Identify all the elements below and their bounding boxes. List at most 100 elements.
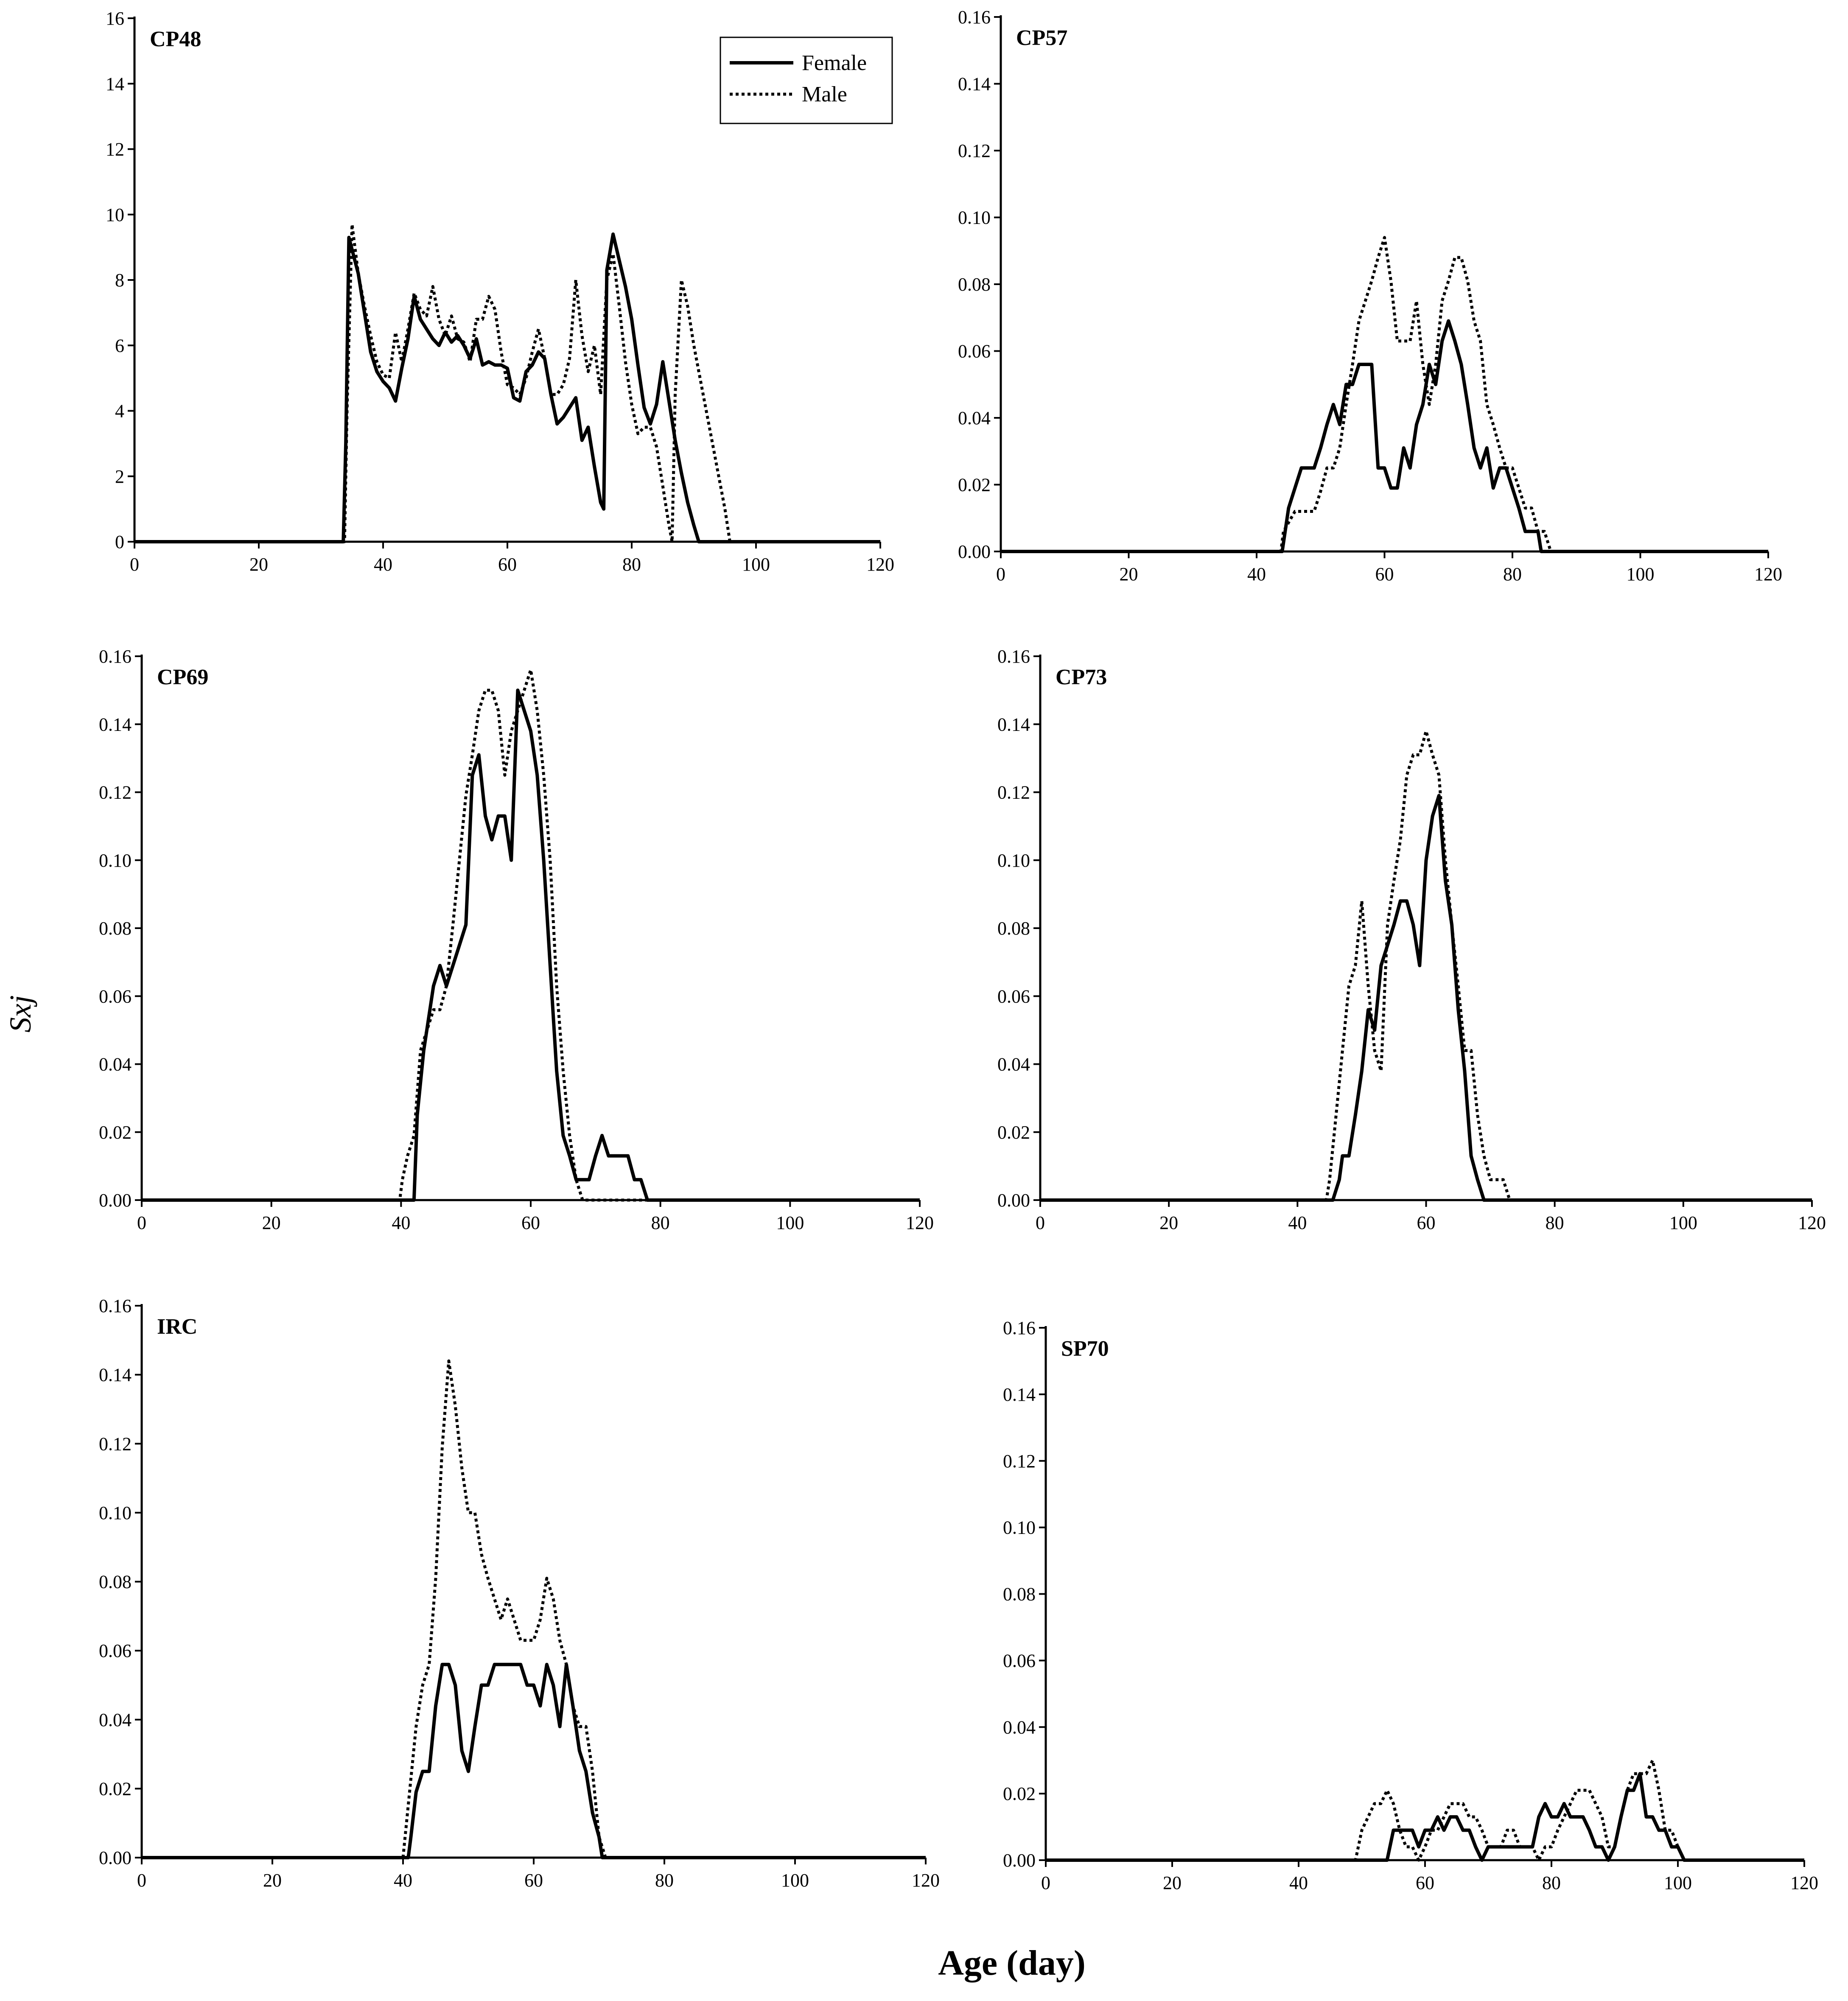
series-line-male [142,668,920,1202]
y-tick-label: 0.10 [1003,1517,1036,1538]
legend-box [720,36,893,124]
x-tick-label: 0 [1041,1872,1050,1893]
y-tick-label: 0.00 [997,1190,1030,1211]
x-tick-label: 40 [1289,1872,1308,1893]
panel-title: CP48 [150,27,201,51]
y-tick-label: 12 [106,139,124,160]
x-tick-label: 60 [498,554,517,575]
x-tick-label: 120 [1798,1212,1826,1233]
series-line-female [1001,319,1768,553]
y-tick-label: 0.06 [958,341,991,362]
x-tick-label: 40 [392,1212,410,1233]
y-tick-label: 0.08 [99,918,132,939]
y-tick-label: 0.02 [99,1122,132,1143]
x-tick-label: 20 [1163,1872,1182,1893]
x-tick-label: 80 [1503,564,1522,585]
series-line-female [1040,794,1812,1202]
x-tick-label: 100 [776,1212,804,1233]
x-tick-label: 100 [1669,1212,1697,1233]
panel-cp69: 0 20 40 60 80 100 120 0.00 0.02 0.04 0.06 0.08 0.10 0… [99,646,934,1233]
x-tick-label: 40 [374,554,392,575]
panel-title: CP69 [157,665,208,689]
x-tick-label: 40 [1288,1212,1307,1233]
x-tick-label: 60 [1417,1212,1436,1233]
y-tick-label: 0.08 [99,1572,132,1592]
y-tick-label: 0.10 [958,207,991,228]
panel-cp57: 0 20 40 60 80 100 120 0.00 0.02 0.04 0.06 0.08 0.10 0… [958,7,1782,585]
x-tick-label: 0 [1036,1212,1045,1233]
y-tick-label: 0.14 [99,1365,132,1385]
x-tick-label: 120 [912,1870,940,1891]
y-tick-label: 2 [115,466,124,487]
y-tick-label: 0.16 [99,646,132,667]
x-tick-label: 0 [996,564,1005,585]
legend: Female Male [720,36,893,124]
y-tick-label: 0.04 [997,1054,1030,1075]
series-line-female [142,688,920,1202]
y-tick-label: 0.08 [1003,1584,1036,1605]
y-tick-label: 4 [115,401,124,422]
y-tick-label: 0.14 [1003,1384,1036,1405]
series-line-male [1040,729,1812,1202]
x-tick-label: 20 [1159,1212,1178,1233]
y-tick-label: 0.10 [99,1503,132,1523]
y-tick-label: 0.02 [99,1778,132,1799]
x-tick-label: 60 [1416,1872,1434,1893]
x-tick-label: 120 [866,554,894,575]
series-line-male [1046,1759,1804,1862]
x-tick-label: 80 [651,1212,670,1233]
x-axis-title: Age (day) [938,1943,1086,1983]
y-tick-label: 0.16 [99,1296,132,1316]
legend-male-label: Male [802,82,847,106]
y-tick-label: 0.12 [997,782,1030,803]
x-tick-label: 40 [394,1870,412,1891]
y-tick-label: 14 [106,73,124,94]
y-tick-label: 0.16 [997,646,1030,667]
x-tick-label: 100 [781,1870,809,1891]
y-tick-label: 0.12 [99,1433,132,1454]
panel-title: SP70 [1061,1337,1109,1361]
panel-title: IRC [157,1315,197,1339]
x-tick-label: 20 [262,1212,281,1233]
x-tick-label: 80 [622,554,641,575]
y-tick-label: 0.06 [99,986,132,1007]
y-tick-label: 0.10 [997,850,1030,871]
y-tick-label: 0.06 [1003,1650,1036,1671]
chart-panels: 0 20 40 60 80 100 120 0 2 4 6 8 10 12 14 16 CP48 0 20 40 60 8… [99,7,1826,1893]
y-tick-label: 0.10 [99,850,132,871]
x-tick-label: 20 [263,1870,282,1891]
y-tick-label: 0.16 [1003,1318,1036,1338]
y-tick-label: 0 [115,532,124,552]
x-tick-label: 100 [1627,564,1655,585]
panel-cp73: 0 20 40 60 80 100 120 0.00 0.02 0.04 0.06 0.08 0.10 0… [997,646,1826,1233]
x-tick-label: 100 [1664,1872,1692,1893]
y-tick-label: 0.14 [997,714,1030,735]
x-tick-label: 120 [1754,564,1782,585]
x-tick-label: 120 [906,1212,934,1233]
y-tick-label: 0.12 [1003,1451,1036,1472]
y-tick-label: 0.04 [99,1054,132,1075]
x-tick-label: 60 [521,1212,540,1233]
y-tick-label: 0.04 [99,1710,132,1730]
legend-female-label: Female [802,51,867,75]
panel-title: CP73 [1056,665,1107,689]
y-tick-label: 0.06 [99,1640,132,1661]
y-tick-label: 8 [115,270,124,291]
series-line-female [1046,1772,1804,1862]
y-tick-label: 6 [115,335,124,356]
series-line-male [1001,236,1768,553]
series-line-female [142,1662,926,1859]
y-tick-label: 0.08 [997,918,1030,939]
y-axis-title: Sxj [3,995,37,1033]
x-tick-label: 0 [137,1212,146,1233]
y-tick-label: 0.00 [958,541,991,562]
y-tick-label: 0.02 [997,1122,1030,1143]
y-tick-label: 0.14 [958,74,991,95]
x-tick-label: 80 [655,1870,674,1891]
panel-cp48: 0 20 40 60 80 100 120 0 2 4 6 8 10 12 14 16 CP48 [106,8,894,575]
y-tick-label: 0.14 [99,714,132,735]
x-tick-label: 100 [742,554,770,575]
x-tick-label: 120 [1790,1872,1818,1893]
y-tick-label: 10 [106,204,124,225]
